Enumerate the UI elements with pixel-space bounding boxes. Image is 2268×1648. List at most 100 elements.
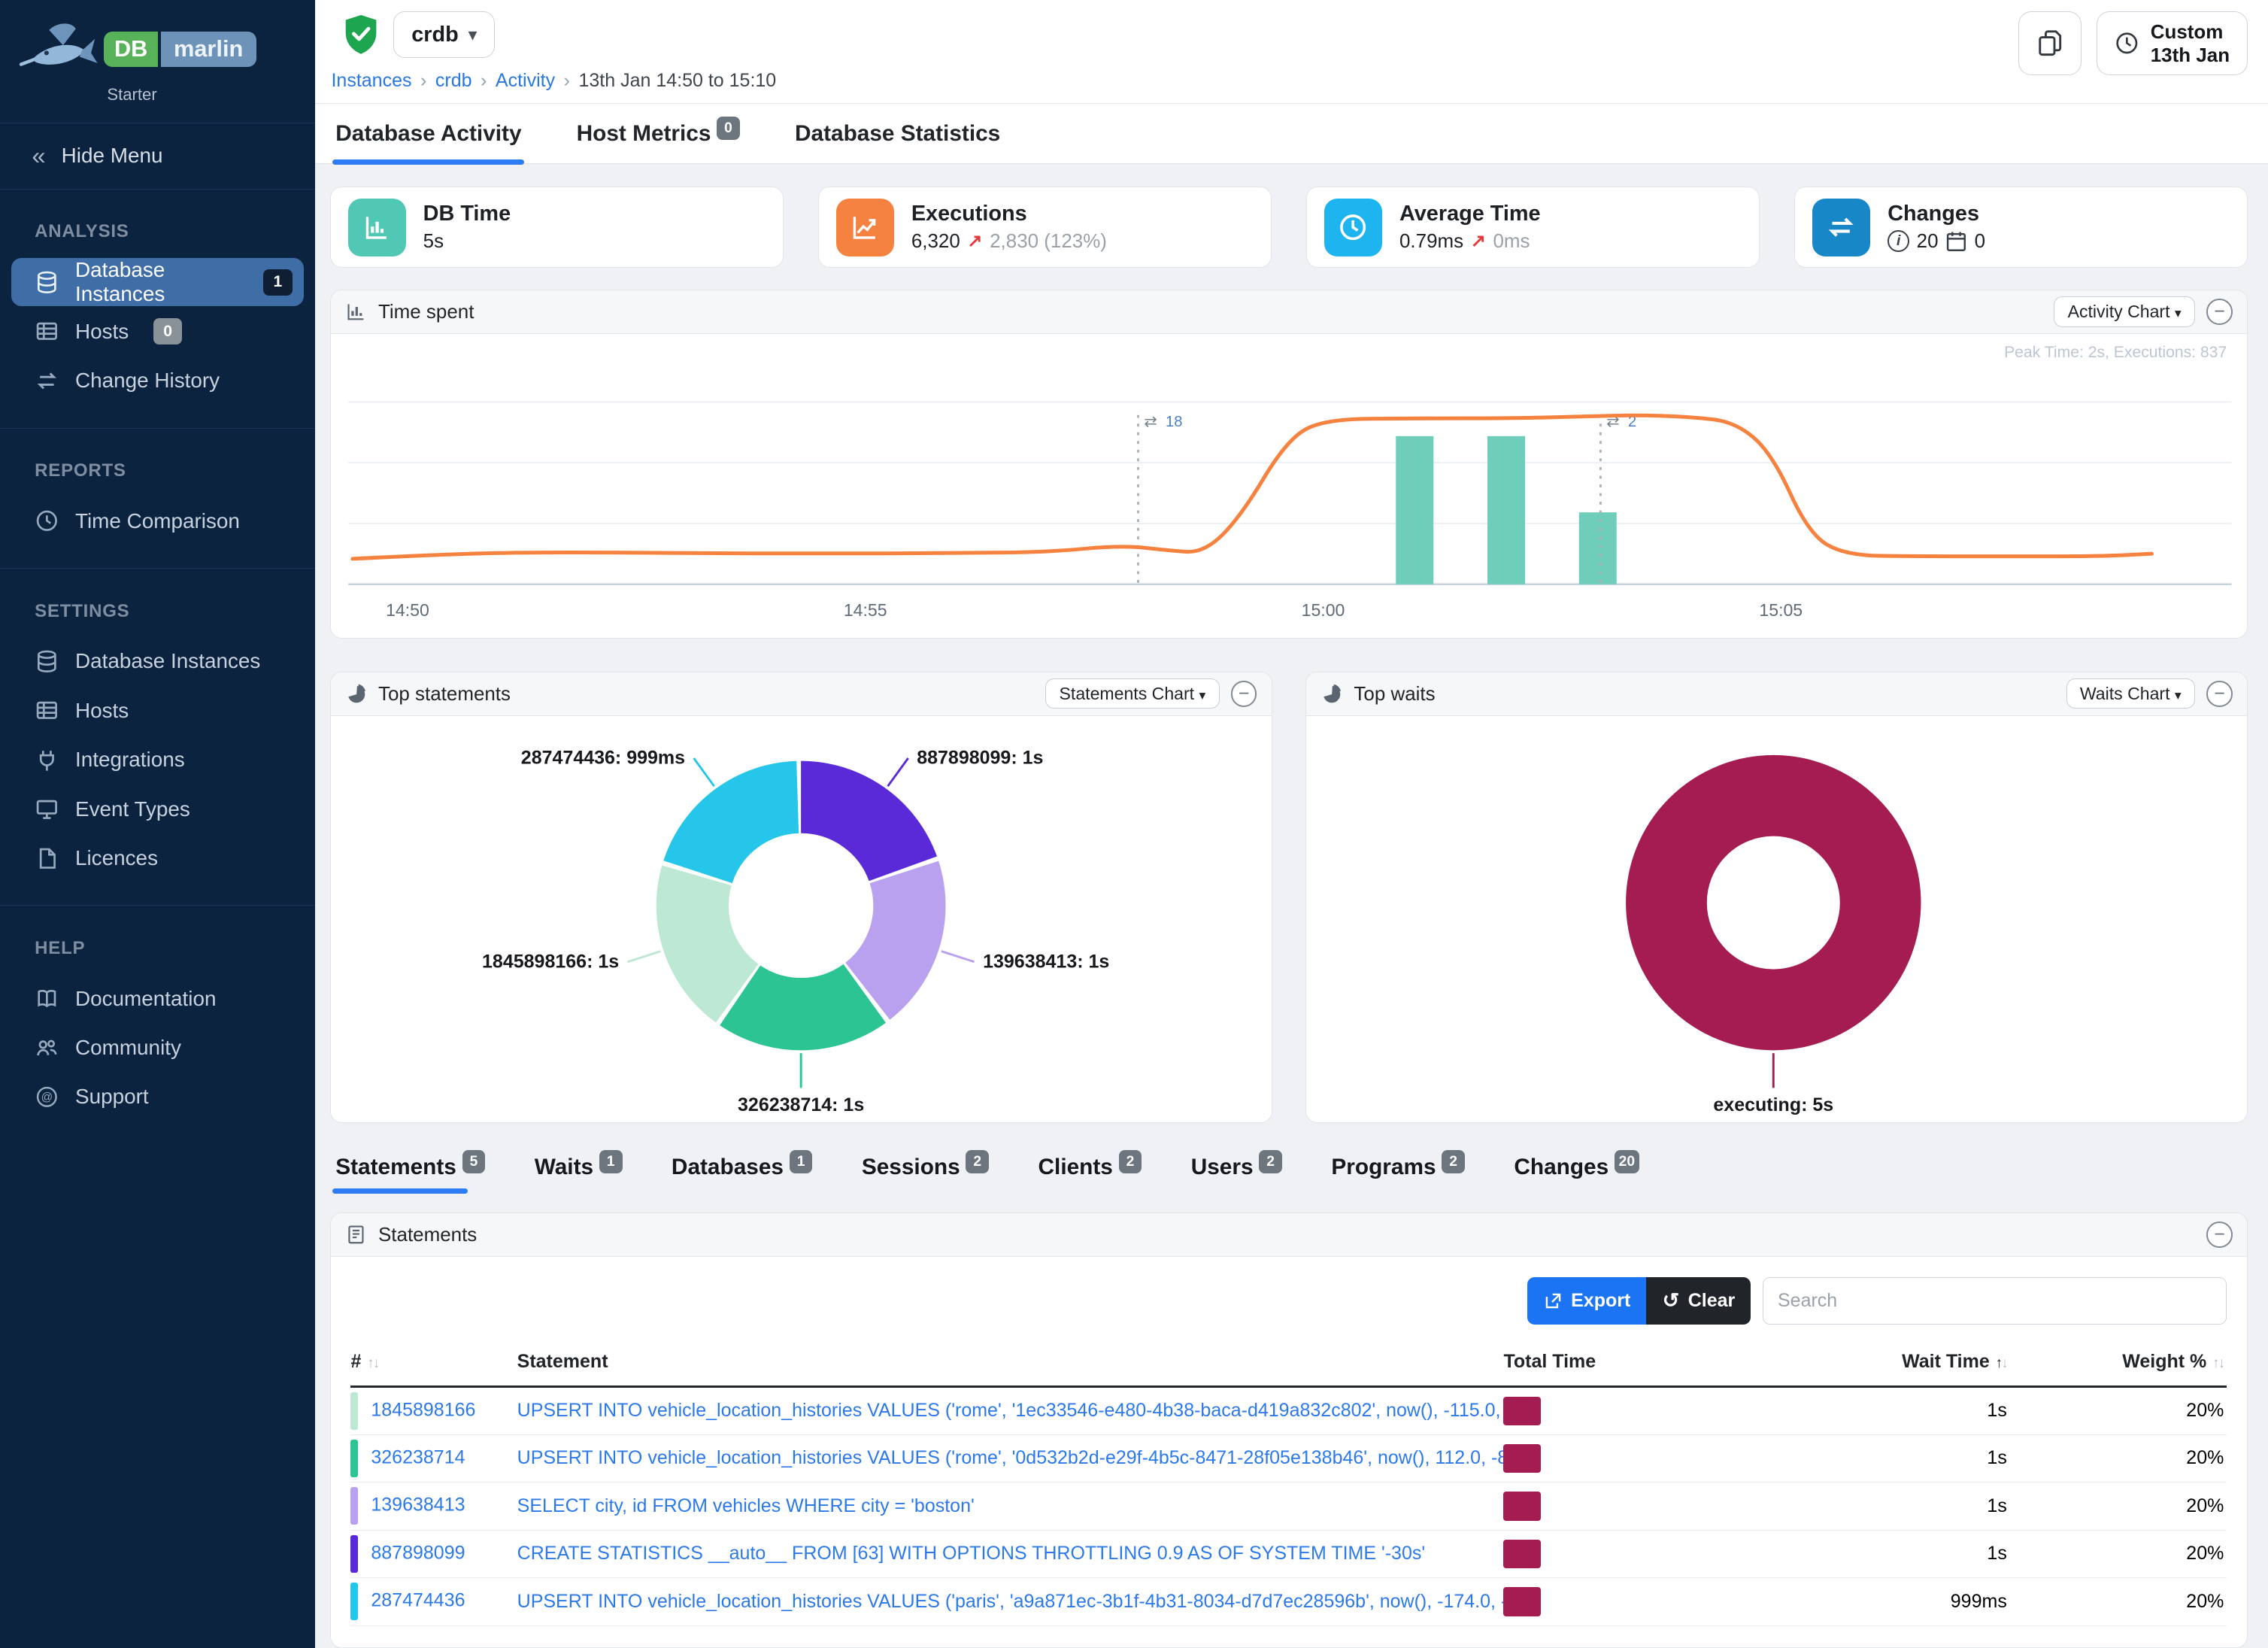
sidebar-item-database-instances[interactable]: Database Instances 1	[11, 258, 304, 306]
statement-id-link[interactable]: 326238714	[371, 1446, 465, 1468]
dbmarlin-logo[interactable]: DB marlin Starter	[0, 0, 316, 123]
waits-chart-dropdown[interactable]: Waits Chart ▾	[2066, 678, 2195, 709]
breadcrumb-crdb[interactable]: crdb	[435, 69, 472, 91]
tab-host-metrics[interactable]: Host Metrics 0	[574, 115, 743, 162]
statement-color-bar	[350, 1392, 359, 1430]
sidebar-item-licences[interactable]: Licences	[11, 834, 304, 882]
sidebar-section-help: HELP Documentation Community @ Support	[0, 905, 316, 1121]
metric-card-value: i 20 0	[1887, 229, 1985, 253]
licence-icon	[35, 846, 59, 871]
metric-card-title: DB Time	[423, 202, 511, 226]
svg-text:18: 18	[1166, 414, 1182, 430]
clear-button[interactable]: ↺ Clear	[1646, 1276, 1751, 1325]
detail-tab-label: Users	[1190, 1155, 1254, 1180]
detail-tab-sessions[interactable]: Sessions 2	[859, 1150, 992, 1194]
sidebar-item-event-types[interactable]: Event Types	[11, 785, 304, 833]
time-range-button[interactable]: Custom 13th Jan	[2096, 11, 2248, 75]
database-icon	[35, 270, 59, 295]
sidebar-item-hosts[interactable]: Hosts	[11, 687, 304, 734]
detail-tab-waits[interactable]: Waits 1	[532, 1150, 626, 1194]
statement-id-link[interactable]: 139638413	[371, 1495, 465, 1516]
metric-card-value: 6,320 ↗ 2,830 (123%)	[911, 229, 1107, 253]
sidebar-section-title: SETTINGS	[35, 600, 130, 621]
statement-sql-link[interactable]: CREATE STATISTICS __auto__ FROM [63] WIT…	[517, 1543, 1426, 1565]
time-spent-title: Time spent	[378, 299, 475, 323]
sidebar-item-support[interactable]: @ Support	[11, 1073, 304, 1121]
sidebar-item-label: Licences	[74, 845, 159, 870]
main-tabs: Database Activity Host Metrics 0 Database S…	[315, 104, 2268, 165]
svg-text:⇄: ⇄	[1144, 413, 1157, 430]
statement-sql-link[interactable]: UPSERT INTO vehicle_location_histories V…	[517, 1400, 1504, 1422]
breadcrumb-separator: ›	[481, 69, 487, 91]
pie-chart-icon	[1320, 683, 1342, 705]
statement-row: 139638413 SELECT city, id FROM vehicles W…	[350, 1482, 2227, 1531]
detail-tab-clients[interactable]: Clients 2	[1035, 1150, 1145, 1194]
column-header-statement[interactable]: Statement	[517, 1342, 1504, 1389]
svg-text:1845898166: 1s: 1845898166: 1s	[482, 951, 619, 972]
breadcrumb-separator: ›	[563, 69, 570, 91]
sidebar-item-database-instances[interactable]: Database Instances	[11, 638, 304, 685]
detail-tab-statements[interactable]: Statements 5	[332, 1150, 488, 1194]
statements-chart-dropdown[interactable]: Statements Chart ▾	[1045, 678, 1220, 709]
tab-badge: 2	[966, 1150, 990, 1174]
detail-tab-changes[interactable]: Changes 20	[1511, 1150, 1642, 1194]
sidebar-item-label: Change History	[74, 369, 220, 392]
svg-text:15:00: 15:00	[1301, 600, 1345, 620]
svg-text:2: 2	[1628, 414, 1636, 430]
column-header-id[interactable]: # ↑↓	[350, 1342, 517, 1389]
chevron-down-icon: ▾	[468, 26, 477, 44]
breadcrumb-activity[interactable]: Activity	[495, 69, 556, 91]
statement-total-time-cell	[1503, 1577, 1678, 1626]
statement-id-link[interactable]: 287474436	[371, 1589, 465, 1611]
sidebar-item-community[interactable]: Community	[11, 1024, 304, 1071]
sidebar-section-title: ANALYSIS	[35, 221, 129, 242]
statement-id-link[interactable]: 887898099	[371, 1542, 465, 1564]
detail-tab-programs[interactable]: Programs 2	[1329, 1150, 1468, 1194]
breadcrumb-13th-jan-14-50-to-15-10: 13th Jan 14:50 to 15:10	[578, 69, 777, 91]
hide-menu-button[interactable]: « Hide Menu	[0, 123, 316, 190]
column-header-wait-time[interactable]: Wait Time ↑↓	[1677, 1342, 2010, 1389]
sidebar-item-documentation[interactable]: Documentation	[11, 975, 304, 1022]
collapse-statements-button[interactable]: −	[2206, 1222, 2233, 1248]
top-waits-donut: executing: 5s	[1626, 754, 1921, 1115]
statement-id-cell: 1845898166	[350, 1386, 517, 1435]
statements-table: # ↑↓ Statement Total Time Wait Time ↑↓ Wei…	[350, 1342, 2227, 1626]
tab-database-statistics[interactable]: Database Statistics	[792, 115, 1003, 162]
metric-card-average-time[interactable]: Average Time 0.79ms ↗ 0ms	[1305, 187, 1760, 269]
collapse-top-statements-button[interactable]: −	[1230, 680, 1257, 707]
sidebar-item-change-history[interactable]: Change History	[11, 357, 304, 404]
statement-sql-link[interactable]: UPSERT INTO vehicle_location_histories V…	[517, 1590, 1504, 1612]
top-waits-title: Top waits	[1354, 681, 1436, 705]
changes-event-count: 0	[1974, 229, 1986, 253]
breadcrumb-instances[interactable]: Instances	[331, 69, 412, 91]
collapse-top-waits-button[interactable]: −	[2206, 680, 2233, 707]
column-header-weight[interactable]: Weight % ↑↓	[2009, 1342, 2227, 1389]
copy-link-button[interactable]	[2018, 11, 2082, 75]
breadcrumb-separator: ›	[420, 69, 427, 91]
detail-tab-databases[interactable]: Databases 1	[669, 1150, 815, 1194]
copy-icon	[2036, 29, 2064, 57]
detail-tab-users[interactable]: Users 2	[1188, 1150, 1285, 1194]
detail-tab-label: Sessions	[861, 1155, 960, 1180]
statement-id-link[interactable]: 1845898166	[371, 1399, 476, 1421]
collapse-time-spent-button[interactable]: −	[2206, 299, 2233, 325]
metric-card-db-time[interactable]: DB Time 5s	[329, 187, 784, 269]
edition-label: Starter	[107, 85, 157, 105]
statement-sql-link[interactable]: SELECT city, id FROM vehicles WHERE city…	[517, 1495, 975, 1516]
sidebar-item-integrations[interactable]: Integrations	[11, 736, 304, 783]
column-header-total-time[interactable]: Total Time	[1503, 1342, 1678, 1389]
svg-text:887898099: 1s: 887898099: 1s	[917, 747, 1043, 768]
search-input[interactable]	[1762, 1276, 2227, 1325]
statement-sql-link[interactable]: UPSERT INTO vehicle_location_histories V…	[517, 1447, 1504, 1469]
average-time-icon	[1324, 198, 1382, 256]
metric-card-executions[interactable]: Executions 6,320 ↗ 2,830 (123%)	[817, 187, 1272, 269]
export-button[interactable]: Export	[1527, 1276, 1647, 1325]
sidebar-item-time-comparison[interactable]: Time Comparison	[11, 497, 304, 545]
metric-card-changes[interactable]: Changes i 20 0	[1794, 187, 2248, 269]
tab-database-activity[interactable]: Database Activity	[332, 115, 524, 165]
sidebar-section-title: HELP	[35, 937, 86, 958]
instance-selector[interactable]: crdb ▾	[393, 11, 495, 59]
statement-id-cell: 326238714	[350, 1434, 517, 1483]
sidebar-item-hosts[interactable]: Hosts 0	[11, 308, 304, 355]
activity-chart-dropdown[interactable]: Activity Chart ▾	[2054, 296, 2195, 327]
